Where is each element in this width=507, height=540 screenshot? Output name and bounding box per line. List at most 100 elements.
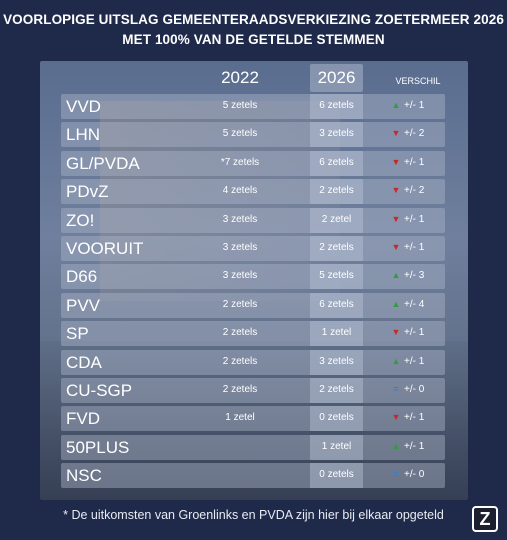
brand-logo: Z <box>472 506 498 532</box>
title-line-1: VOORLOPIGE UITSLAG GEMEENTERAADSVERKIEZI… <box>3 12 504 27</box>
party-name: CDA <box>66 353 102 372</box>
seat-change: ▼ +/- 1 <box>390 214 450 225</box>
row-background <box>61 350 445 375</box>
cell-2026-highlight <box>310 94 363 119</box>
table-row: SP 2 zetels 1 zetel ▼ +/- 1 <box>61 321 445 346</box>
change-value: +/- 1 <box>404 157 425 168</box>
cell-2026-highlight <box>310 179 363 204</box>
row-background <box>61 378 445 403</box>
seats-2026: 1 zetel <box>321 441 352 452</box>
equal-icon: = <box>393 469 399 479</box>
cell-2026-highlight <box>310 378 363 403</box>
cell-2026-highlight <box>310 321 363 346</box>
background-photo <box>100 101 340 301</box>
arrow-up-icon: ▲ <box>391 270 401 280</box>
cell-2026-highlight <box>310 435 363 460</box>
change-value: +/- 0 <box>404 469 425 480</box>
row-background <box>61 151 445 176</box>
table-row: VOORUIT 3 zetels 2 zetels ▼ +/- 1 <box>61 236 445 261</box>
table-row: D66 3 zetels 5 zetels ▲ +/- 3 <box>61 264 445 289</box>
column-header-2026: 2026 <box>317 68 356 87</box>
party-name: FVD <box>66 409 100 428</box>
change-value: +/- 1 <box>404 327 425 338</box>
equal-icon: = <box>393 384 399 394</box>
party-name: VVD <box>66 97 101 116</box>
table-row: FVD 1 zetel 0 zetels ▼ +/- 1 <box>61 406 445 431</box>
seats-2022: 5 zetels <box>222 128 258 139</box>
party-name: PDvZ <box>66 182 109 201</box>
seats-2022: 3 zetels <box>222 270 258 281</box>
arrow-down-icon: ▼ <box>391 242 401 252</box>
seats-2026: 0 zetels <box>319 412 354 423</box>
party-name: LHN <box>66 125 101 144</box>
party-name: CU-SGP <box>66 381 133 400</box>
row-background <box>61 463 445 488</box>
seat-change: ▲ +/- 1 <box>390 441 450 452</box>
party-name: GL/PVDA <box>66 154 140 173</box>
footnote: * De uitkomsten van Groenlinks en PVDA z… <box>63 508 444 522</box>
seats-2026: 0 zetels <box>319 469 354 480</box>
title-line-2: MET 100% VAN DE GETELDE STEMMEN <box>122 32 385 47</box>
seats-2026: 6 zetels <box>319 157 354 168</box>
column-header-2022: 2022 <box>221 68 259 87</box>
row-background <box>61 236 445 261</box>
seats-2022: *7 zetels <box>220 157 260 168</box>
row-background <box>61 122 445 147</box>
cell-2026-highlight <box>310 293 363 318</box>
seats-2026: 6 zetels <box>319 100 354 111</box>
arrow-down-icon: ▼ <box>391 214 401 224</box>
header-2026-highlight <box>310 64 363 92</box>
seats-2022: 1 zetel <box>225 412 255 423</box>
seats-2022: 2 zetels <box>222 299 258 310</box>
cell-2026-highlight <box>310 208 363 233</box>
arrow-down-icon: ▼ <box>391 128 401 138</box>
change-value: +/- 0 <box>404 384 425 395</box>
party-name: ZO! <box>66 211 95 230</box>
change-value: +/- 1 <box>404 441 425 452</box>
party-name: NSC <box>66 466 102 485</box>
change-value: +/- 2 <box>404 128 425 139</box>
seat-change: ▼ +/- 1 <box>390 242 450 253</box>
seat-change: ▼ +/- 2 <box>390 128 450 139</box>
table-row: ZO! 3 zetels 2 zetel ▼ +/- 1 <box>61 208 445 233</box>
cell-2026-highlight <box>310 264 363 289</box>
change-value: +/- 1 <box>404 214 425 225</box>
table-row: CU-SGP 2 zetels 2 zetels = +/- 0 <box>61 378 445 403</box>
table-row: NSC 0 zetels = +/- 0 <box>61 463 445 488</box>
cell-2026-highlight <box>310 406 363 431</box>
change-value: +/- 1 <box>404 412 425 423</box>
row-background <box>61 208 445 233</box>
seats-2026: 2 zetels <box>319 384 354 395</box>
cell-2026-highlight <box>310 236 363 261</box>
seats-2026: 3 zetels <box>319 128 354 139</box>
party-name: 50PLUS <box>66 438 130 457</box>
page-title: VOORLOPIGE UITSLAG GEMEENTERAADSVERKIEZI… <box>0 10 507 50</box>
seats-2022: 2 zetels <box>222 356 258 367</box>
party-name: D66 <box>66 267 98 286</box>
seat-change: ▼ +/- 1 <box>390 327 450 338</box>
party-name: SP <box>66 324 89 343</box>
seats-2026: 5 zetels <box>319 270 354 281</box>
seats-2022: 2 zetels <box>222 327 258 338</box>
table-row: LHN 5 zetels 3 zetels ▼ +/- 2 <box>61 122 445 147</box>
seats-2026: 2 zetels <box>319 185 354 196</box>
cell-2026-highlight <box>310 463 363 488</box>
seat-change: ▲ +/- 4 <box>390 299 450 310</box>
arrow-down-icon: ▼ <box>391 185 401 195</box>
table-row: 50PLUS 1 zetel ▲ +/- 1 <box>61 435 445 460</box>
row-background <box>61 179 445 204</box>
row-background <box>61 435 445 460</box>
table-row: GL/PVDA *7 zetels 6 zetels ▼ +/- 1 <box>61 151 445 176</box>
seat-change: ▼ +/- 1 <box>390 157 450 168</box>
cell-2026-highlight <box>310 122 363 147</box>
seats-2022: 2 zetels <box>222 384 258 395</box>
row-background <box>61 406 445 431</box>
party-name: VOORUIT <box>66 239 144 258</box>
cell-2026-highlight <box>310 350 363 375</box>
seat-change: ▲ +/- 1 <box>390 356 450 367</box>
change-value: +/- 4 <box>404 299 425 310</box>
row-background <box>61 264 445 289</box>
change-value: +/- 1 <box>404 356 425 367</box>
row-background <box>61 321 445 346</box>
seats-2022: 5 zetels <box>222 100 258 111</box>
